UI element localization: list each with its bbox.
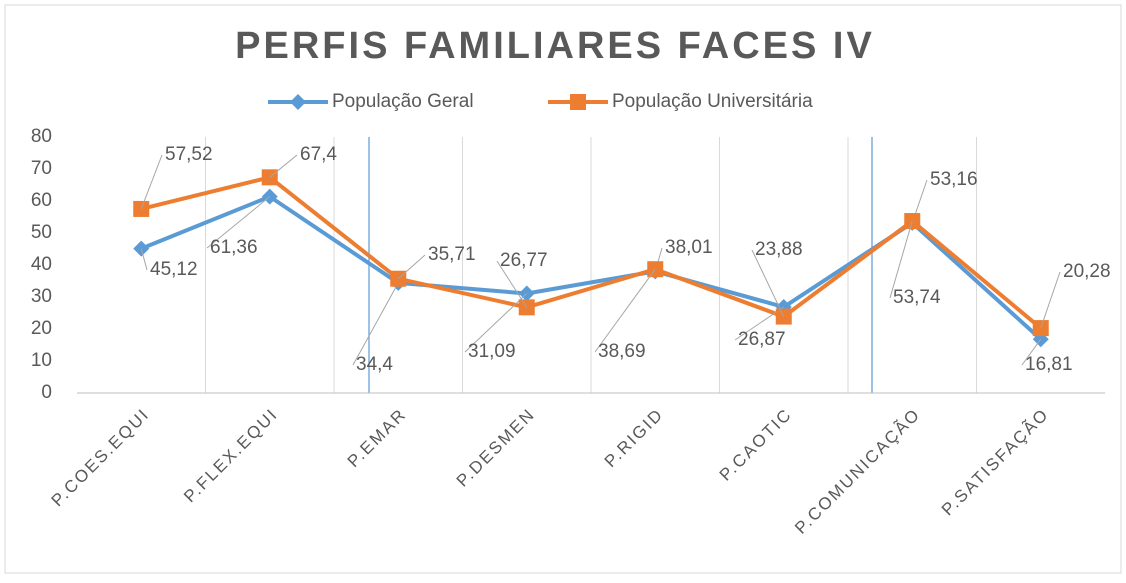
y-tick-label: 30 <box>31 286 52 307</box>
leader-line <box>464 293 528 353</box>
value-label: 34,4 <box>356 354 393 375</box>
y-tick-label: 50 <box>31 222 52 243</box>
value-label: 53,16 <box>930 169 978 190</box>
y-tick-label: 20 <box>31 318 52 339</box>
leader-line <box>734 306 785 341</box>
y-tick-label: 80 <box>31 126 52 147</box>
chart-title: PERFIS FAMILIARES FACES IV <box>235 25 875 67</box>
y-tick-label: 60 <box>31 190 52 211</box>
leader-line <box>140 248 148 271</box>
leader-line <box>352 282 399 366</box>
value-label: 31,09 <box>468 341 516 362</box>
leader-line <box>751 249 785 317</box>
series-line <box>140 175 1043 330</box>
value-label: 67,4 <box>300 144 337 165</box>
value-label: 16,81 <box>1025 354 1073 375</box>
legend-marker <box>290 94 306 110</box>
y-tick-label: 40 <box>31 254 52 275</box>
value-label: 20,28 <box>1063 261 1111 282</box>
value-label: 26,77 <box>500 250 548 271</box>
legend-label: População Geral <box>332 91 474 112</box>
leader-line <box>397 254 426 280</box>
value-label: 57,52 <box>165 144 213 165</box>
leader-line <box>269 154 298 178</box>
leader-line <box>889 220 913 299</box>
legend-label: População Universitária <box>612 91 813 112</box>
value-label: 38,69 <box>598 341 646 362</box>
leader-line <box>206 196 271 249</box>
leader-line <box>140 154 163 210</box>
leader-line <box>594 268 656 353</box>
value-label: 45,12 <box>150 259 198 280</box>
leader-line <box>1021 338 1042 366</box>
leader-line <box>1040 271 1061 329</box>
value-label: 35,71 <box>428 244 476 265</box>
legend-marker <box>570 94 586 110</box>
value-label: 53,74 <box>893 287 941 308</box>
value-label: 23,88 <box>755 239 803 260</box>
value-label: 26,87 <box>738 329 786 350</box>
value-label: 38,01 <box>665 237 713 258</box>
y-tick-label: 10 <box>31 350 52 371</box>
y-tick-label: 0 <box>41 382 52 403</box>
value-label: 61,36 <box>210 237 258 258</box>
y-tick-label: 70 <box>31 158 52 179</box>
leader-line <box>496 260 528 308</box>
